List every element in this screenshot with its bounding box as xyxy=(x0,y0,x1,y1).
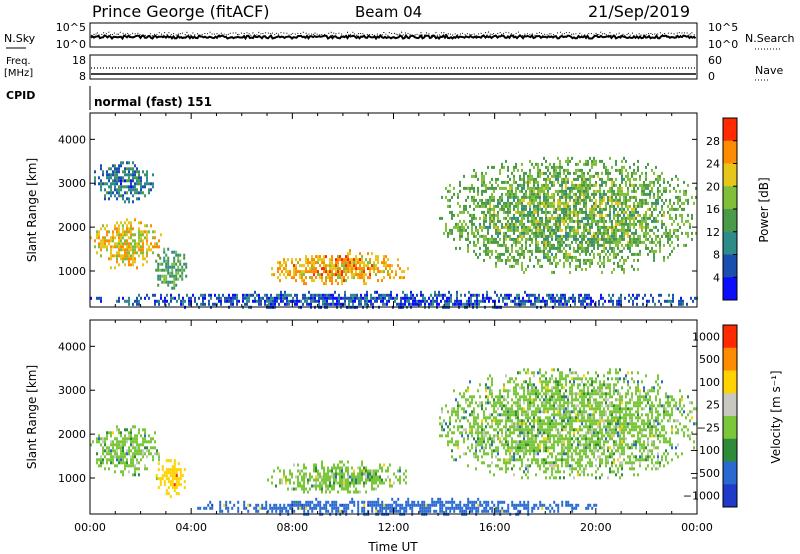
colorbar-frame xyxy=(722,324,738,508)
colorbar-swatch xyxy=(723,118,737,142)
colorbar-swatch xyxy=(723,209,737,233)
colorbar-tick-label: 500 xyxy=(699,353,720,366)
colorbar-swatch xyxy=(723,231,737,255)
power-panel: 1000 2000 3000 4000 Slant Range [km] 4 8 12 16… xyxy=(25,112,771,309)
ytick-label: 4000 xyxy=(58,133,86,146)
power-colorbar-label: Power [dB] xyxy=(757,177,771,242)
ytick-label: 2000 xyxy=(58,221,86,234)
nsky-tick-bottom: 10^0 xyxy=(56,38,86,51)
velocity-panel: 1000 2000 3000 4000 00:00 04:00 08:00 12:00 16:… xyxy=(25,319,783,534)
region-morning-arc xyxy=(439,156,697,274)
ytick-label: 2000 xyxy=(58,428,86,441)
colorbar-tick-label: 8 xyxy=(713,249,720,262)
region-near-range-clutter xyxy=(90,290,698,309)
colorbar-tick-label: 12 xyxy=(706,226,720,239)
nsky-panel: N.Sky 10^5 10^0 10^5 10^0 N.Search xyxy=(4,21,795,51)
colorbar-swatch xyxy=(723,370,737,394)
freq-label-line1: Freq. xyxy=(6,56,31,67)
colorbar-tick-label: 16 xyxy=(706,203,720,216)
region-pre-04-patch xyxy=(155,459,186,499)
nsearch-trace xyxy=(90,30,696,37)
region-early-evening-band xyxy=(90,425,160,477)
velocity-colorbar-label: Velocity [m s⁻¹] xyxy=(769,370,783,463)
colorbar-swatch xyxy=(723,325,737,349)
region-pre-04-patch xyxy=(155,247,188,290)
region-morning-arc xyxy=(439,368,697,480)
nsky-tick-top: 10^5 xyxy=(56,21,86,34)
velocity-data xyxy=(90,368,697,516)
colorbar-tick-label: −100 xyxy=(690,444,720,457)
colorbar-tick-label: 28 xyxy=(706,135,720,148)
region-midnight-cluster xyxy=(267,460,407,494)
colorbar-tick-label: 24 xyxy=(706,158,720,171)
power-xticks xyxy=(89,113,698,307)
nsearch-tick-bottom: 10^0 xyxy=(708,38,738,51)
xtick-label: 04:00 xyxy=(175,521,207,534)
colorbar-tick-label: 100 xyxy=(699,376,720,389)
nave-tick-top: 60 xyxy=(708,54,722,67)
nave-tick-bottom: 0 xyxy=(708,70,715,83)
freq-frame xyxy=(89,54,698,80)
ytick-label: 1000 xyxy=(58,472,86,485)
xtick-label: 12:00 xyxy=(378,521,410,534)
colorbar-swatch xyxy=(723,254,737,278)
xtick-label: 08:00 xyxy=(276,521,308,534)
colorbar-tick-label: 1000 xyxy=(692,330,720,343)
nsearch-label: N.Search xyxy=(745,32,795,45)
colorbar-swatch xyxy=(723,393,737,417)
nsky-frame xyxy=(89,22,698,48)
colorbar-swatch xyxy=(723,277,737,301)
station-title: Prince George (fitACF) xyxy=(92,2,270,21)
colorbar-tick-label: −25 xyxy=(697,421,720,434)
xtick-label: 00:00 xyxy=(74,521,106,534)
colorbar-tick-label: −500 xyxy=(690,467,720,480)
colorbar-swatch xyxy=(723,186,737,210)
xtick-label: 00:00 xyxy=(681,521,713,534)
colorbar-swatch xyxy=(723,438,737,462)
velocity-colorbar: 1000 500 100 25 −25 −100 −500 −1000 xyxy=(683,324,738,508)
freq-tick-top: 18 xyxy=(72,54,86,67)
ytick-label: 3000 xyxy=(58,384,86,397)
power-colorbar: 4 8 12 16 20 24 28 xyxy=(706,117,738,301)
colorbar-swatch xyxy=(723,140,737,164)
velocity-yticks: 1000 2000 3000 4000 xyxy=(58,340,697,485)
colorbar-swatch xyxy=(723,347,737,371)
power-data xyxy=(90,156,698,309)
velocity-ylabel: Slant Range [km] xyxy=(25,365,39,469)
nsearch-tick-top: 10^5 xyxy=(708,21,738,34)
region-near-range-clutter xyxy=(197,497,598,516)
colorbar-tick-label: 25 xyxy=(706,399,720,412)
xtick-label: 16:00 xyxy=(479,521,511,534)
colorbar-swatch xyxy=(723,484,737,508)
ytick-label: 3000 xyxy=(58,177,86,190)
xtick-label: 20:00 xyxy=(580,521,612,534)
region-midnight-cluster xyxy=(271,249,409,286)
nave-label: Nave xyxy=(755,64,783,77)
colorbar-tick-label: 4 xyxy=(713,271,720,284)
cpid-mode: normal (fast) 151 xyxy=(94,95,212,109)
ytick-label: 4000 xyxy=(58,340,86,353)
date-title: 21/Sep/2019 xyxy=(588,2,690,21)
nsky-trace xyxy=(90,33,697,41)
colorbar-tick-label: −1000 xyxy=(683,490,720,503)
cpid-label: CPID xyxy=(6,89,35,102)
region-early-high-range-patch xyxy=(94,161,154,204)
power-yticks: 1000 2000 3000 4000 xyxy=(58,133,697,278)
region-early-evening-band xyxy=(90,218,162,270)
freq-label-line2: [MHz] xyxy=(4,68,33,79)
freq-panel: Freq. [MHz] 18 8 60 0 Nave xyxy=(4,54,783,83)
beam-title: Beam 04 xyxy=(355,3,422,21)
colorbar-swatch xyxy=(723,416,737,440)
nsky-label: N.Sky xyxy=(4,32,36,45)
ytick-label: 1000 xyxy=(58,265,86,278)
x-axis-label: Time UT xyxy=(367,540,418,554)
power-ylabel: Slant Range [km] xyxy=(25,158,39,262)
colorbar-tick-label: 20 xyxy=(706,180,720,193)
freq-tick-bottom: 8 xyxy=(79,70,86,83)
colorbar-swatch xyxy=(723,163,737,187)
velocity-xticks: 00:00 04:00 08:00 12:00 16:00 20:00 00:00 xyxy=(74,320,713,534)
colorbar-swatch xyxy=(723,461,737,485)
